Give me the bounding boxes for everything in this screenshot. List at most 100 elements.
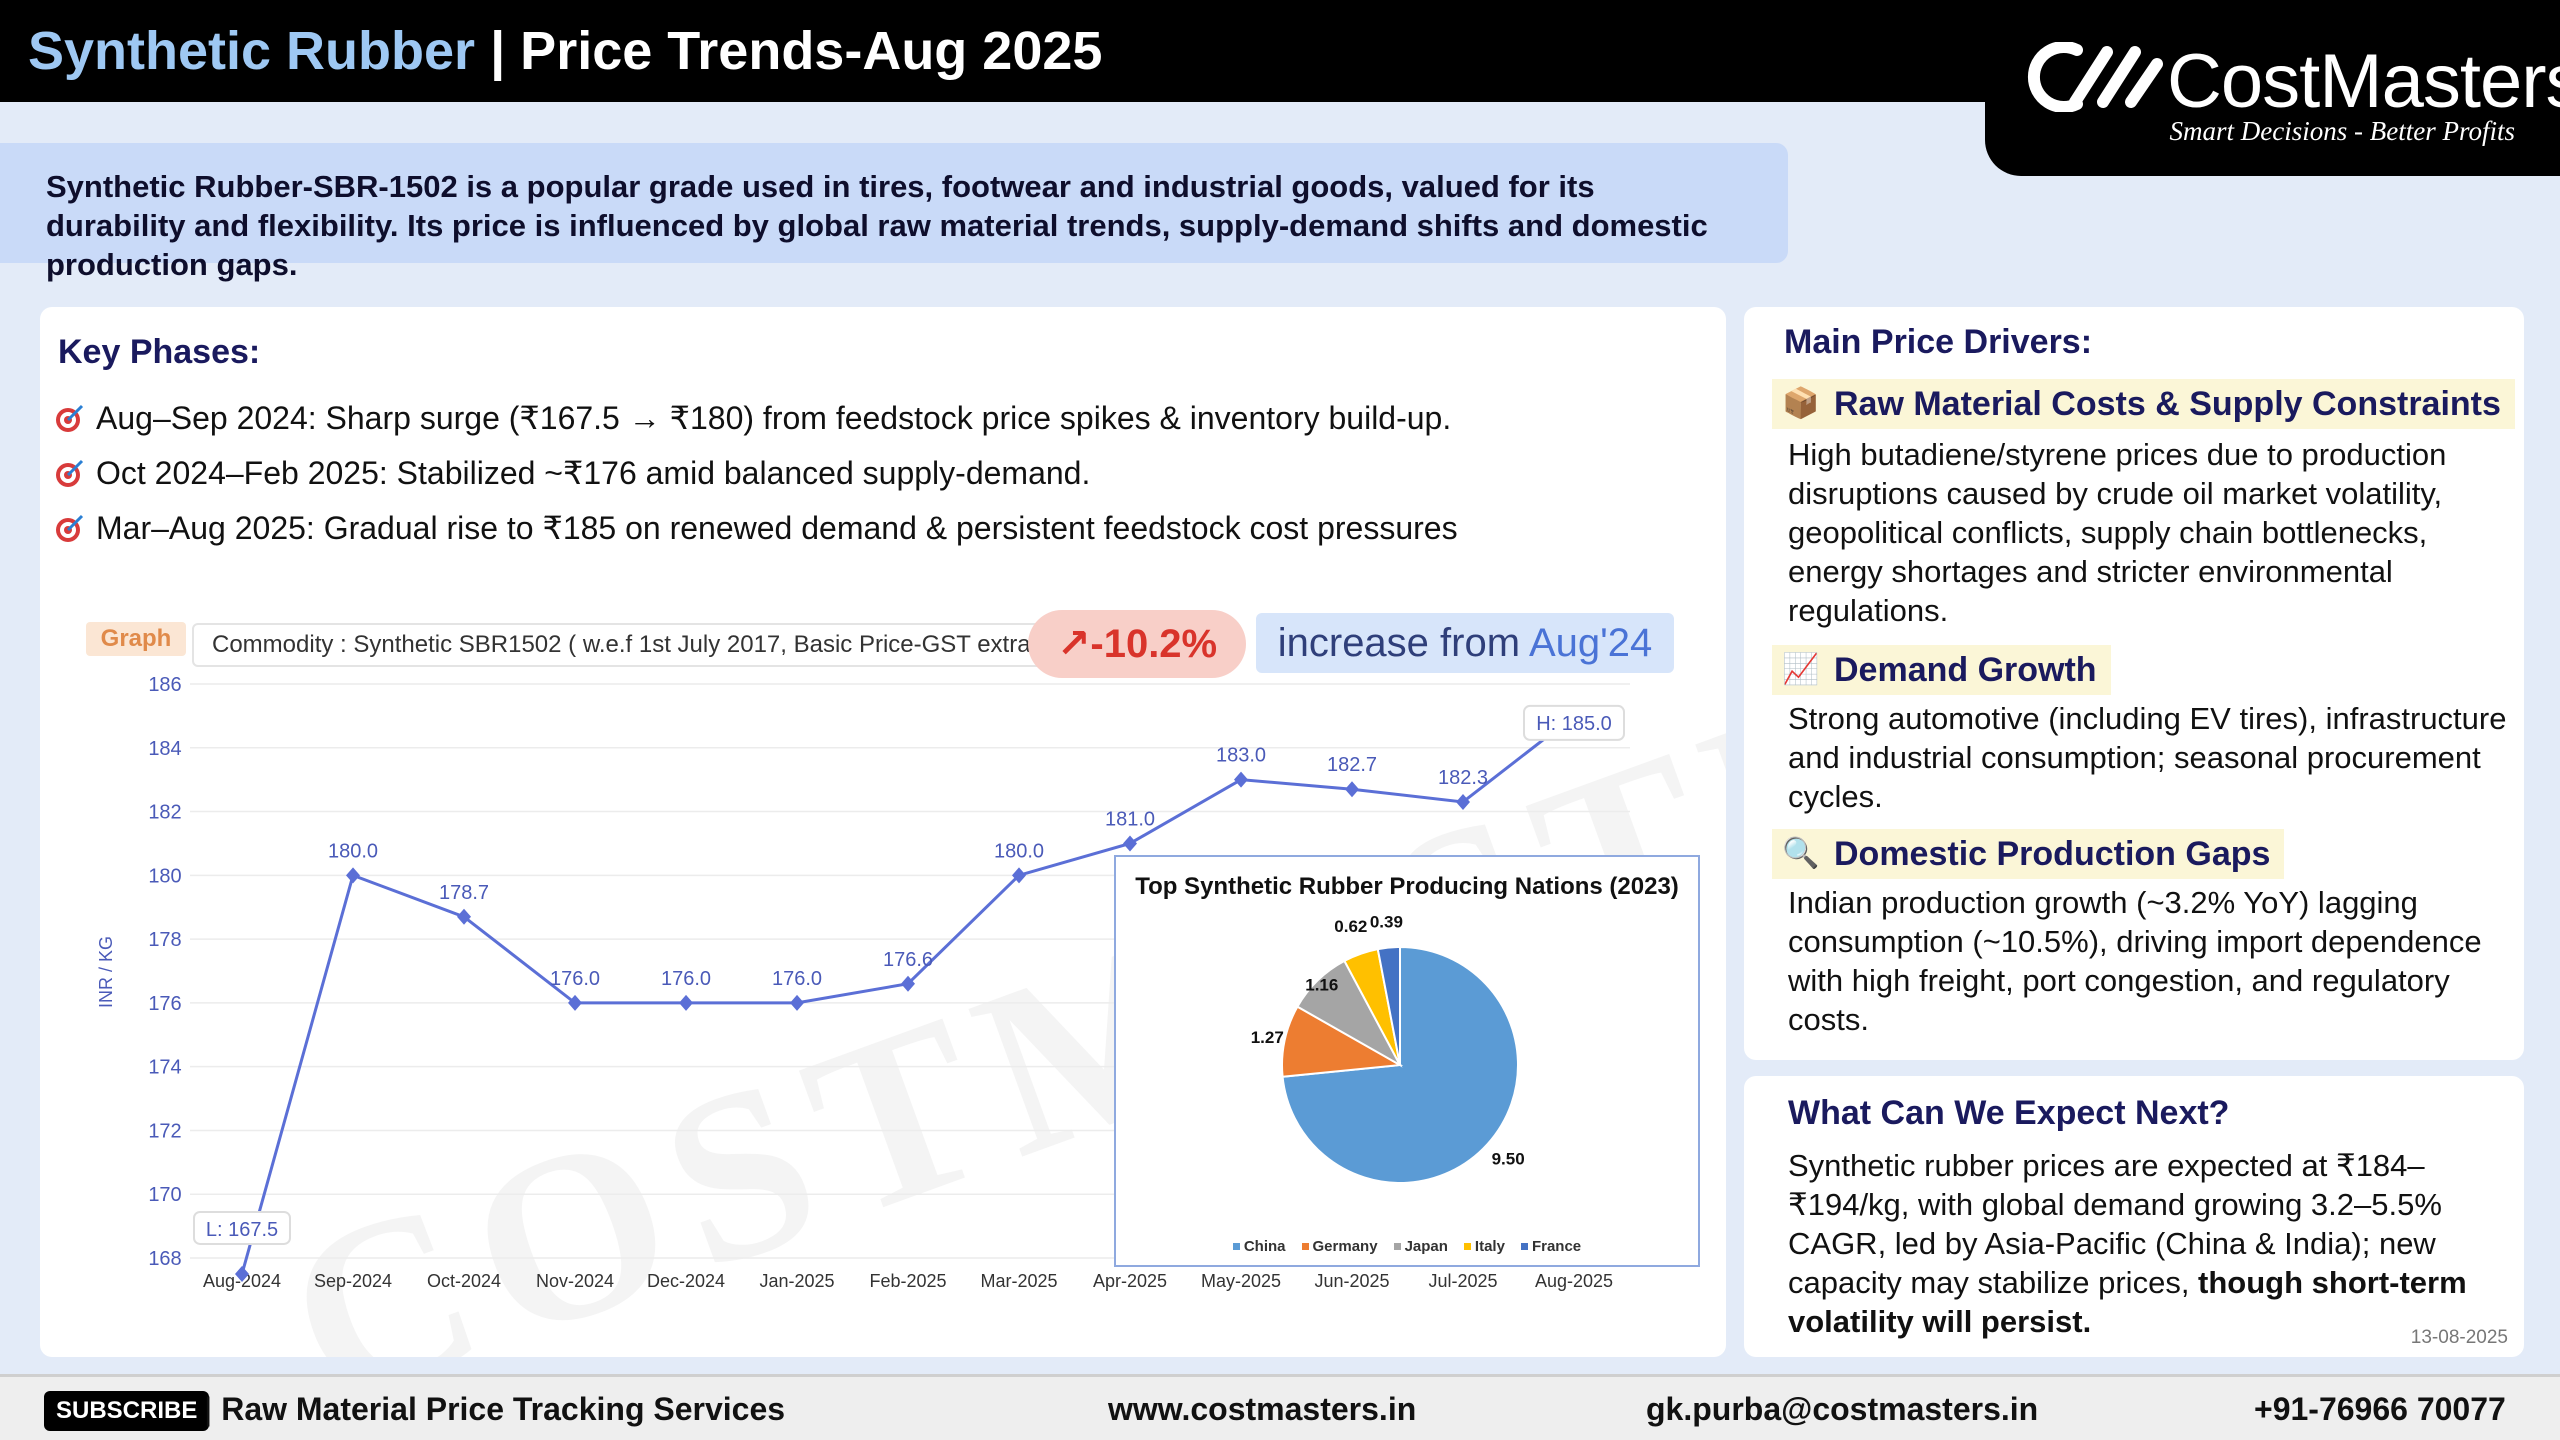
data-label: 181.0 xyxy=(1105,808,1155,830)
intro-description: Synthetic Rubber-SBR-1502 is a popular g… xyxy=(0,143,1788,282)
driver-text: Indian production growth (~3.2% YoY) lag… xyxy=(1788,885,2482,1037)
y-tick-label: 172 xyxy=(148,1120,181,1142)
website-link[interactable]: www.costmasters.in xyxy=(1108,1391,1417,1427)
pie-slice-label: 1.16 xyxy=(1305,976,1338,995)
driver-heading-raw-material: 📦 Raw Material Costs & Supply Constraint… xyxy=(1772,379,2515,429)
pie-slice-germany xyxy=(1281,1005,1404,1078)
y-tick-label: 168 xyxy=(148,1248,181,1270)
phone-link[interactable]: +91-76966 70077 xyxy=(2254,1391,2506,1427)
driver-text: Strong automotive (including EV tires), … xyxy=(1788,701,2507,814)
price-drivers-title: Main Price Drivers: xyxy=(1784,323,2093,361)
y-tick-label: 174 xyxy=(148,1057,181,1079)
data-point xyxy=(1234,771,1248,788)
data-label: 176.0 xyxy=(772,968,822,990)
driver-heading-text: Demand Growth xyxy=(1834,651,2097,689)
driver-heading-text: Domestic Production Gaps xyxy=(1834,835,2271,873)
x-tick-label: Jan-2025 xyxy=(759,1271,834,1291)
x-tick-label: Mar-2025 xyxy=(980,1271,1057,1291)
phase-text: Aug–Sep 2024: Sharp surge (₹167.5 → ₹180… xyxy=(96,400,1452,436)
data-point xyxy=(1456,793,1470,810)
legend-label: Japan xyxy=(1404,1238,1448,1255)
data-point xyxy=(568,994,582,1011)
magnifier-icon: 🔍 xyxy=(1782,837,1820,870)
low-label-box xyxy=(193,1210,291,1245)
outlook-title: What Can We Expect Next? xyxy=(1788,1094,2230,1132)
high-label-box xyxy=(1523,704,1625,741)
graph-badge: Graph xyxy=(86,622,186,656)
legend-swatch xyxy=(1393,1243,1401,1250)
data-point xyxy=(235,1265,249,1282)
data-label: H: 185.0 xyxy=(1536,713,1612,735)
data-label: 176.6 xyxy=(883,949,933,971)
chart-up-icon: 📈 xyxy=(1782,653,1820,686)
footer-services-text: Raw Material Price Tracking Services xyxy=(221,1391,786,1427)
y-tick-label: 184 xyxy=(148,738,181,760)
target-icon xyxy=(56,459,84,487)
phase-text: Mar–Aug 2025: Gradual rise to ₹185 on re… xyxy=(96,510,1458,546)
pie-title: Top Synthetic Rubber Producing Nations (… xyxy=(1135,873,1679,900)
driver-heading-text: Raw Material Costs & Supply Constraints xyxy=(1834,385,2501,423)
data-point xyxy=(1345,781,1359,798)
key-phases-title: Key Phases: xyxy=(58,333,261,371)
email-link[interactable]: gk.purba@costmasters.in xyxy=(1646,1391,2039,1427)
x-tick-label: Dec-2024 xyxy=(647,1271,725,1291)
phase-item: Mar–Aug 2025: Gradual rise to ₹185 on re… xyxy=(54,509,1458,547)
footer-divider: | xyxy=(204,1391,222,1427)
page-title: Synthetic Rubber | Price Trends-Aug 2025 xyxy=(28,20,1102,82)
data-point xyxy=(1123,835,1137,852)
x-tick-label: Apr-2025 xyxy=(1093,1271,1167,1291)
pie-slice-label: 0.62 xyxy=(1334,917,1367,936)
data-label: 182.3 xyxy=(1438,767,1488,789)
commodity-label: Commodity : Synthetic SBR1502 ( w.e.f 1s… xyxy=(192,623,1059,667)
driver-text: High butadiene/styrene prices due to pro… xyxy=(1788,437,2447,628)
logo-tagline: Smart Decisions - Better Profits xyxy=(2169,116,2515,146)
data-point xyxy=(901,975,915,992)
data-label: 182.7 xyxy=(1327,754,1377,776)
increase-period: Aug'24 xyxy=(1528,621,1653,665)
logo[interactable]: CostMasters Smart Decisions - Better Pro… xyxy=(1985,0,2560,176)
legend-swatch xyxy=(1520,1243,1528,1250)
legend-swatch xyxy=(1232,1243,1240,1250)
data-label: 183.0 xyxy=(1216,745,1266,767)
data-label: 178.7 xyxy=(439,882,489,904)
pct-change-badge: ↗-10.2% xyxy=(1028,610,1246,678)
pie-chart-inset: Top Synthetic Rubber Producing Nations (… xyxy=(1114,855,1700,1267)
key-phases-panel: COSTMASTERS Key Phases: Aug–Sep 2024: Sh… xyxy=(40,307,1726,1357)
pie-legend-item: Italy xyxy=(1463,1238,1505,1255)
data-point xyxy=(346,867,360,884)
logo-name: CostMasters xyxy=(2167,39,2560,124)
pie-legend-item: Japan xyxy=(1393,1238,1448,1255)
legend-label: France xyxy=(1531,1238,1582,1255)
report-date: 13-08-2025 xyxy=(2410,1327,2508,1348)
data-label: L: 167.5 xyxy=(206,1219,278,1241)
increase-text: increase from xyxy=(1277,621,1529,665)
pie-legend: China Germany Japan Italy France xyxy=(1116,1238,1698,1255)
y-axis-label: INR / KG xyxy=(96,936,116,1008)
footer-services: | Raw Material Price Tracking Services xyxy=(204,1391,785,1428)
page-title-accent: Synthetic Rubber xyxy=(28,21,476,81)
data-point xyxy=(457,908,471,925)
data-point xyxy=(790,994,804,1011)
legend-swatch xyxy=(1301,1243,1309,1250)
data-label: 176.0 xyxy=(661,968,711,990)
price-drivers-panel: Main Price Drivers: 📦 Raw Material Costs… xyxy=(1744,307,2524,1060)
x-tick-label: Nov-2024 xyxy=(536,1271,614,1291)
pie-legend-item: China xyxy=(1232,1238,1286,1255)
x-tick-label: Sep-2024 xyxy=(314,1271,392,1291)
x-tick-label: May-2025 xyxy=(1201,1271,1281,1291)
y-tick-label: 186 xyxy=(148,674,181,696)
target-icon xyxy=(56,514,84,542)
x-tick-label: Feb-2025 xyxy=(869,1271,946,1291)
x-tick-label: Jun-2025 xyxy=(1314,1271,1389,1291)
outlook-text: Synthetic rubber prices are expected at … xyxy=(1788,1146,2498,1341)
increase-note: increase from Aug'24 xyxy=(1256,613,1674,673)
pct-change-value: -10.2% xyxy=(1090,622,1218,666)
y-tick-label: 182 xyxy=(148,802,181,824)
pie-legend-item: Germany xyxy=(1301,1238,1378,1255)
data-label: 180.0 xyxy=(328,840,378,862)
pie-slice-label: 9.50 xyxy=(1492,1150,1525,1169)
subscribe-button[interactable]: SUBSCRIBE xyxy=(44,1391,210,1431)
page-title-rest: | Price Trends-Aug 2025 xyxy=(475,21,1103,81)
legend-swatch xyxy=(1463,1243,1471,1250)
outlook-text-bold: though short-term volatility will persis… xyxy=(1788,1265,2467,1339)
